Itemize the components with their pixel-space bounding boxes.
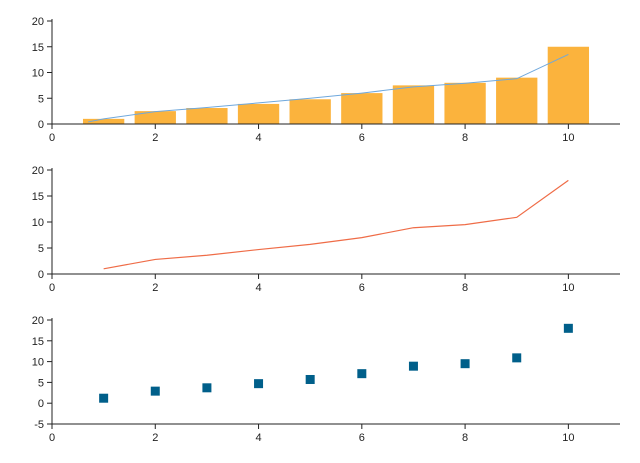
x-tick-label: 8 (462, 432, 468, 444)
x-tick-label: 8 (462, 282, 468, 294)
x-tick-label: 2 (152, 282, 158, 294)
bar-3 (186, 108, 228, 124)
x-tick-label: 4 (255, 432, 261, 444)
bar-2 (134, 111, 176, 125)
point-10 (563, 323, 573, 333)
bar-chart-panel: 0 5 10 15 20 0 2 4 6 8 10 (32, 16, 620, 144)
x-tick-label: 4 (255, 282, 261, 294)
y-tick-label: 20 (32, 315, 44, 327)
line-chart-panel: 0 5 10 15 20 0 2 4 6 8 10 (32, 165, 620, 294)
point-7 (408, 361, 418, 371)
y-tick-label: 10 (32, 217, 44, 229)
y-tick-label: 10 (32, 68, 44, 80)
y-tick-label: -5 (34, 419, 44, 431)
y-tick-label: 15 (32, 336, 44, 348)
bar-7 (392, 85, 435, 125)
bar-9 (496, 77, 538, 124)
y-tick-label: 5 (38, 377, 44, 389)
y-tick-label: 5 (38, 243, 44, 255)
y-tick-label: 5 (38, 93, 44, 105)
x-tick-label: 0 (49, 282, 55, 294)
x-tick-label: 6 (359, 432, 365, 444)
x-tick-label: 6 (359, 282, 365, 294)
y-tick-label: 0 (38, 398, 44, 410)
point-2 (150, 386, 160, 396)
y-tick-label: 15 (32, 191, 44, 203)
x-tick-label: 10 (562, 282, 574, 294)
series-line (103, 179, 569, 270)
y-tick-label: 0 (38, 269, 44, 281)
y-tick-label: 15 (32, 42, 44, 54)
y-tick-label: 10 (32, 357, 44, 369)
point-9 (512, 353, 522, 363)
x-tick-label: 0 (49, 132, 55, 144)
bar-1 (82, 118, 125, 124)
trend-line (88, 54, 569, 123)
x-tick-label: 8 (462, 132, 468, 144)
point-1 (99, 393, 109, 403)
point-6 (357, 369, 367, 379)
point-8 (460, 359, 470, 369)
y-tick-label: 20 (32, 16, 44, 28)
x-tick-label: 0 (49, 432, 55, 444)
point-3 (202, 383, 212, 393)
point-5 (305, 374, 315, 384)
x-tick-label: 10 (562, 432, 574, 444)
scatter-chart-panel: -5 0 5 10 15 20 0 2 4 6 8 10 (32, 315, 620, 444)
x-tick-label: 2 (152, 132, 158, 144)
point-4 (254, 379, 264, 389)
y-tick-label: 0 (38, 119, 44, 131)
bar-6 (341, 93, 383, 124)
bar-8 (444, 82, 486, 124)
x-tick-label: 2 (152, 432, 158, 444)
bar-10 (547, 46, 590, 124)
y-tick-label: 20 (32, 165, 44, 177)
x-tick-label: 6 (359, 132, 365, 144)
bar-5 (289, 99, 331, 124)
bar-4 (237, 103, 280, 124)
x-tick-label: 10 (562, 132, 574, 144)
x-tick-label: 4 (255, 132, 261, 144)
